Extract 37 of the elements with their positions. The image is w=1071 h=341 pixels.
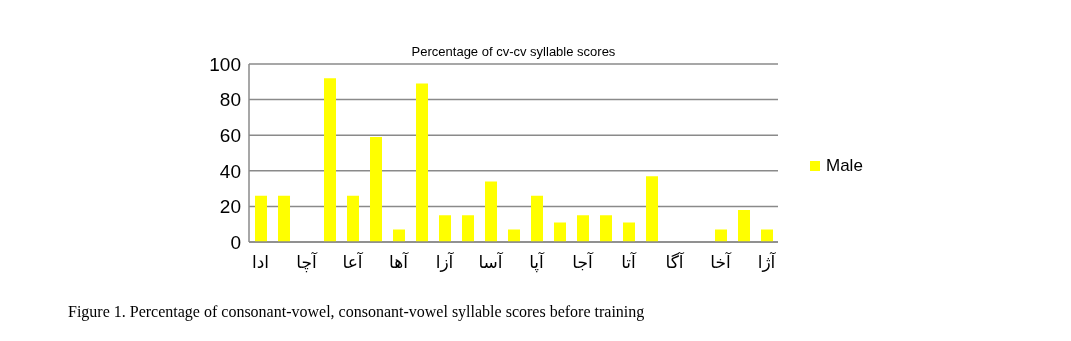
bar	[370, 136, 382, 242]
chart-title: Percentage of cv-cv syllable scores	[410, 44, 617, 59]
bar	[416, 83, 428, 242]
x-tick-label: ادا	[251, 252, 270, 273]
bar	[439, 215, 451, 242]
bar	[646, 176, 658, 242]
x-tick-label: آپا	[529, 251, 546, 274]
bar	[324, 78, 336, 242]
x-tick-label: آعا	[342, 251, 364, 273]
bar	[554, 222, 566, 242]
y-tick-label: 60	[219, 124, 241, 146]
y-tick-label: 0	[230, 231, 241, 253]
bar	[278, 195, 290, 242]
bar	[485, 181, 497, 242]
x-tick-label: آجا	[572, 251, 594, 273]
bar	[600, 215, 612, 242]
x-tick-label: آزا	[435, 251, 455, 273]
bar	[462, 215, 474, 242]
bar	[623, 222, 635, 242]
x-tick-label: آتا	[621, 251, 638, 273]
y-tick-label: 80	[219, 89, 241, 111]
x-tick-label: آسا	[478, 251, 504, 273]
bar	[255, 195, 267, 242]
x-tick-label: آها	[389, 251, 410, 273]
legend-label: Male	[826, 156, 863, 176]
x-tick-label: آچا	[296, 251, 318, 274]
y-tick-label: 40	[219, 160, 241, 182]
bar	[577, 215, 589, 242]
caption: Figure 1. Percentage of consonant-vowel, consonant-vowel syllable scores before training	[68, 303, 645, 321]
x-tick-label: آژا	[757, 251, 777, 273]
x-tick-label: آخا	[710, 251, 732, 273]
bar	[347, 195, 359, 242]
y-tick-label: 20	[219, 196, 241, 218]
x-tick-label: آگا	[665, 251, 685, 273]
bar	[738, 209, 750, 242]
y-tick-label: 100	[209, 53, 241, 75]
bar	[531, 195, 543, 242]
